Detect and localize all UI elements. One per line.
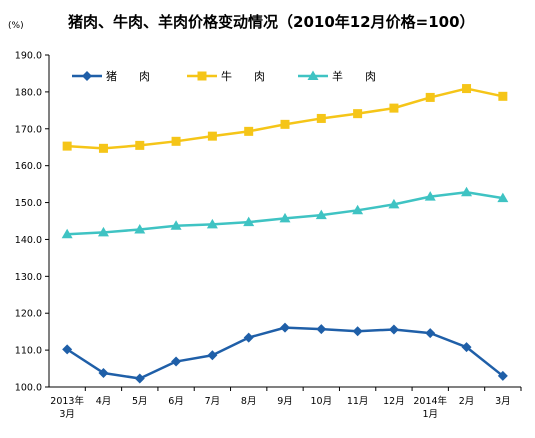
series-line bbox=[66, 326, 504, 380]
legend-item: 羊 肉 bbox=[298, 69, 376, 83]
data-point bbox=[135, 140, 145, 150]
x-tick-label: 6月 bbox=[168, 396, 184, 407]
y-tick-label: 140.0 bbox=[15, 235, 42, 246]
x-tick-label: 8月 bbox=[241, 396, 257, 407]
y-tick-labels: 100.0 110.0 120.0 130.0 140.0 150.0 160.0 170.0… bbox=[15, 51, 49, 394]
x-tick-label: 12月 bbox=[383, 396, 405, 407]
series-group bbox=[61, 84, 509, 384]
data-point bbox=[316, 324, 327, 335]
y-tick-label: 180.0 bbox=[15, 87, 42, 98]
data-point bbox=[316, 113, 326, 123]
x-tick-label: 9月 bbox=[277, 396, 293, 407]
legend: 猪 肉牛 肉羊 肉 bbox=[72, 69, 376, 83]
series-2 bbox=[61, 186, 509, 239]
data-point bbox=[134, 373, 145, 384]
data-point bbox=[388, 324, 399, 335]
y-tick-label: 190.0 bbox=[15, 51, 42, 62]
legend-item: 猪 肉 bbox=[72, 70, 150, 83]
data-point bbox=[461, 186, 473, 197]
data-point bbox=[352, 204, 364, 215]
x-tick-label: 10月 bbox=[311, 396, 333, 407]
series-line bbox=[67, 87, 504, 150]
legend-swatch-marker bbox=[307, 70, 319, 80]
data-point bbox=[389, 103, 399, 113]
data-point bbox=[353, 109, 363, 119]
data-point bbox=[207, 131, 217, 141]
x-tick-label: 5月 bbox=[132, 396, 148, 407]
data-point bbox=[425, 328, 436, 339]
data-point bbox=[244, 126, 254, 136]
data-point bbox=[279, 212, 291, 223]
series-1 bbox=[62, 84, 508, 153]
y-tick-label: 150.0 bbox=[15, 198, 42, 209]
data-point bbox=[243, 216, 255, 227]
data-point bbox=[97, 226, 109, 237]
legend-label: 牛 肉 bbox=[221, 69, 265, 83]
legend-item: 牛 肉 bbox=[187, 69, 265, 83]
x-tick-label: 2014年 1月 bbox=[413, 395, 447, 420]
y-tick-label: 160.0 bbox=[15, 161, 42, 172]
data-point bbox=[134, 223, 146, 234]
legend-swatch-marker bbox=[197, 71, 207, 81]
x-tick-label: 11月 bbox=[347, 396, 369, 407]
data-point bbox=[498, 91, 508, 101]
data-point bbox=[280, 322, 290, 333]
data-point bbox=[315, 209, 327, 220]
x-tick-label: 2013年 3月 bbox=[50, 395, 84, 420]
data-point bbox=[98, 143, 108, 153]
data-point bbox=[352, 326, 363, 337]
y-tick-label: 130.0 bbox=[15, 272, 42, 283]
legend-label: 羊 肉 bbox=[332, 69, 376, 83]
data-point bbox=[425, 92, 435, 102]
data-point bbox=[424, 191, 436, 201]
data-point bbox=[170, 220, 182, 230]
y-tick-label: 120.0 bbox=[15, 309, 42, 320]
data-point bbox=[497, 370, 508, 381]
x-tick-label: 4月 bbox=[96, 396, 112, 407]
y-tick-label: 170.0 bbox=[15, 124, 42, 135]
data-point bbox=[171, 356, 182, 367]
data-point bbox=[388, 198, 400, 209]
data-point bbox=[461, 342, 472, 353]
y-tick-label: 110.0 bbox=[15, 346, 42, 357]
y-unit-label: (%) bbox=[8, 21, 24, 31]
data-point bbox=[280, 119, 290, 129]
x-tick-label: 7月 bbox=[205, 396, 221, 407]
data-point bbox=[62, 141, 72, 151]
legend-label: 猪 肉 bbox=[106, 70, 150, 83]
x-tick-label: 3月 bbox=[495, 396, 511, 407]
data-point bbox=[61, 228, 73, 239]
data-point bbox=[462, 84, 472, 94]
chart-title: 猪肉、牛肉、羊肉价格变动情况（2010年12月价格=100） bbox=[67, 13, 475, 31]
data-point bbox=[207, 350, 218, 361]
data-point bbox=[171, 136, 181, 146]
x-tick-label: 2月 bbox=[459, 396, 475, 407]
series-0 bbox=[62, 322, 508, 384]
data-point bbox=[497, 192, 509, 203]
legend-swatch-marker bbox=[82, 71, 92, 81]
data-point bbox=[206, 218, 218, 229]
data-point bbox=[98, 367, 109, 378]
x-tick-labels: 2013年 3月 4月 5月 6月 7月 8月 9月 10月 11月 12月 2014年 1月 2月 3月 bbox=[50, 387, 522, 420]
data-point bbox=[62, 344, 73, 355]
data-point bbox=[243, 332, 254, 343]
y-tick-label: 100.0 bbox=[15, 383, 42, 394]
